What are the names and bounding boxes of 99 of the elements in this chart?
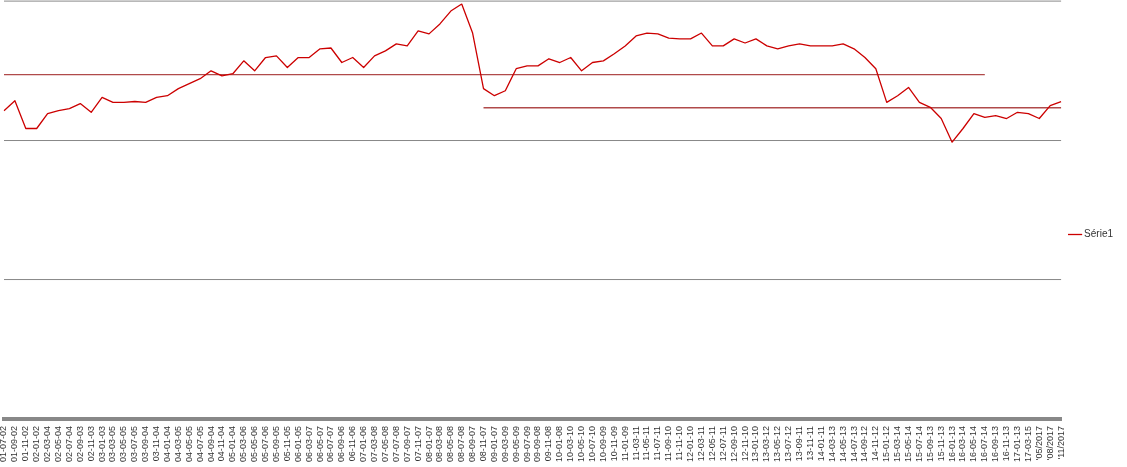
x-tick-label: 01-09-02	[9, 425, 20, 462]
x-tick-label: 03-09-04	[140, 425, 151, 462]
x-tick-label: 03-05-05	[118, 425, 129, 462]
x-tick-label: 05-09-05	[270, 425, 281, 462]
x-tick-label: 08-09-07	[467, 425, 478, 462]
x-tick-label: 04-09-04	[205, 425, 216, 462]
x-tick-label: 16-09-13	[990, 425, 1001, 462]
x-tick-label: 15-09-13	[924, 425, 935, 462]
x-tick-label: 16-05-14	[968, 425, 979, 462]
x-tick-label: 08-03-08	[434, 425, 445, 462]
x-tick-label: 02-05-04	[52, 425, 63, 462]
x-tick-label: 16-03-14	[957, 425, 968, 462]
x-tick-label: 17-01-13	[1011, 425, 1022, 462]
x-tick-label: 10-01-08	[554, 425, 565, 462]
x-tick-label: 09-09-08	[532, 425, 543, 462]
x-tick-label: 12-05-11	[706, 425, 717, 462]
x-tick-label: 10-09-09	[597, 425, 608, 462]
x-tick-label: 05-11-05	[281, 425, 292, 462]
x-tick-label: 10-05-10	[576, 425, 587, 462]
x-tick-label: 11-11-10	[674, 425, 685, 461]
x-tick-label: 04-03-05	[172, 425, 183, 462]
x-tick-label: '11/2017	[1055, 425, 1066, 460]
x-tick-label: 12-07-11	[717, 425, 728, 462]
x-tick-label: 03-03-05	[107, 425, 118, 462]
x-tick-label: 03-01-03	[96, 425, 107, 462]
x-tick-label: 06-03-07	[303, 425, 314, 462]
x-tick-label: 13-11-11	[804, 425, 815, 461]
x-tick-label: 09-07-09	[521, 425, 532, 462]
legend-label: Série1	[1084, 228, 1114, 240]
x-tick-label: 04-07-05	[194, 425, 205, 462]
x-tick-label: 14-09-12	[859, 425, 870, 462]
x-tick-label: 15-01-12	[881, 425, 892, 462]
x-tick-label: 13-09-11	[794, 425, 805, 462]
x-tick-label: 06-09-06	[336, 425, 347, 462]
x-tick-label: 12-01-10	[685, 425, 696, 462]
x-tick-label: 11-03-11	[630, 425, 641, 461]
x-tick-label: 17-03-15	[1022, 425, 1033, 462]
x-tick-label: 06-05-07	[314, 425, 325, 462]
x-tick-label: 16-11-13	[1001, 425, 1012, 462]
x-tick-label: 10-07-10	[586, 425, 597, 462]
x-tick-label: 12-11-10	[739, 425, 750, 462]
x-tick-label: 05-03-06	[238, 425, 249, 462]
x-tick-label: 03-11-04	[151, 425, 162, 462]
x-tick-label: 05-01-04	[227, 425, 238, 462]
x-tick-label: 02-07-04	[63, 425, 74, 462]
x-tick-label: '05/2017	[1033, 425, 1044, 461]
x-tick-label: 08-05-08	[445, 425, 456, 462]
x-tick-label: 04-01-04	[161, 425, 172, 462]
x-tick-label: 07-05-08	[379, 425, 390, 462]
x-tick-label: 14-07-13	[848, 425, 859, 462]
x-tick-label: 10-03-10	[565, 425, 576, 462]
x-tick-label: 09-01-07	[488, 425, 499, 462]
x-tick-label: 14-03-13	[826, 425, 837, 462]
x-tick-label: 02-01-02	[31, 425, 42, 462]
x-tick-label: 01-11-02	[20, 425, 31, 462]
x-tick-label: 14-05-13	[837, 425, 848, 462]
x-tick-label: 08-01-07	[423, 425, 434, 462]
x-tick-label: '08/2017	[1044, 425, 1055, 461]
x-tick-label: 07-01-06	[358, 425, 369, 462]
x-tick-label: 15-11-13	[935, 425, 946, 462]
x-tick-label: 07-09-07	[401, 425, 412, 462]
x-tick-label: 09-03-09	[499, 425, 510, 462]
x-tick-label: 08-11-07	[477, 425, 488, 462]
x-tick-label: 12-09-10	[728, 425, 739, 462]
x-tick-label: 16-07-14	[979, 425, 990, 462]
x-tick-label: 06-01-05	[292, 425, 303, 462]
x-tick-label: 13-07-12	[783, 425, 794, 462]
x-tick-label: 05-07-06	[260, 425, 271, 462]
x-tick-label: 14-11-12	[870, 425, 881, 462]
x-tick-label: 06-07-07	[325, 425, 336, 462]
x-tick-label: 07-03-08	[369, 425, 380, 462]
x-tick-label: 13-03-12	[761, 425, 772, 462]
x-tick-label: 01-07-02	[0, 425, 9, 462]
x-tick-label: 05-05-06	[249, 425, 260, 462]
x-tick-label: 02-03-04	[42, 425, 53, 462]
x-tick-label: 11-01-09	[619, 425, 630, 462]
x-tick-label: 11-05-11	[641, 425, 652, 461]
x-tick-label: 08-07-08	[456, 425, 467, 462]
x-tick-label: 09-11-08	[543, 425, 554, 462]
x-tick-label: 02-11-03	[85, 425, 96, 462]
x-tick-label: 06-11-06	[347, 425, 358, 462]
x-tick-label: 04-11-04	[216, 425, 227, 462]
x-tick-label: 11-07-11	[652, 425, 663, 461]
x-tick-label: 16-01-13	[946, 425, 957, 462]
x-tick-label: 14-01-11	[815, 425, 826, 462]
x-tick-label: 13-01-10	[750, 425, 761, 462]
x-tick-label: 15-05-14	[903, 425, 914, 462]
x-tick-label: 15-03-14	[892, 425, 903, 462]
x-tick-label: 04-05-05	[183, 425, 194, 462]
x-tick-label: 10-11-09	[608, 425, 619, 462]
x-tick-label: 03-07-05	[129, 425, 140, 462]
x-tick-label: 07-11-07	[412, 425, 423, 462]
x-tick-label: 02-09-03	[74, 425, 85, 462]
x-tick-label: 09-05-09	[510, 425, 521, 462]
x-tick-label: 11-09-10	[663, 425, 674, 462]
x-tick-label: 13-05-12	[772, 425, 783, 462]
x-tick-label: 12-03-11	[695, 425, 706, 462]
x-tick-label: 15-07-14	[913, 425, 924, 462]
x-tick-label: 07-07-08	[390, 425, 401, 462]
